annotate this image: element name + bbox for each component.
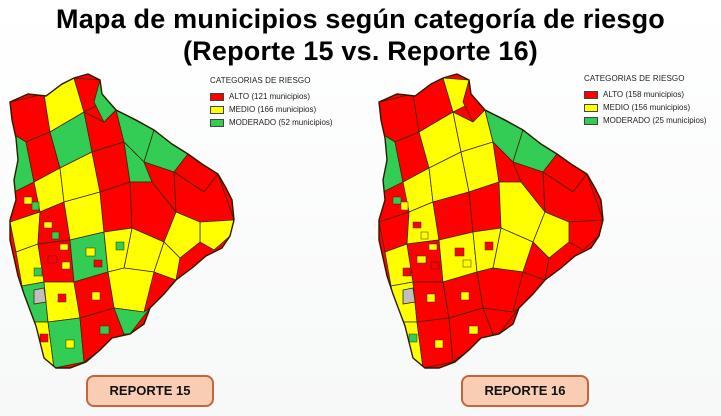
bolivia-risk-map-reporte-16 (378, 73, 604, 369)
reporte-16-label: REPORTE 16 (461, 375, 589, 407)
legend-item-alto: ALTO (121 municipios) (210, 90, 370, 103)
legend-label: ALTO (121 municipios) (229, 92, 311, 101)
swatch-alto (584, 90, 598, 99)
page-title: Mapa de municipios según categoría de ri… (56, 4, 665, 34)
legend-item-alto: ALTO (158 municipios) (584, 88, 721, 101)
swatch-moderado (210, 118, 224, 127)
swatch-moderado (584, 116, 598, 125)
legend-reporte-16: CATEGORIAS DE RIESGO ALTO (158 municipio… (584, 74, 721, 127)
legend-label: MODERADO (52 municipios) (229, 118, 333, 127)
swatch-alto (210, 92, 224, 101)
swatch-medio (210, 105, 224, 114)
page-subtitle: (Reporte 15 vs. Reporte 16) (182, 36, 538, 66)
legend-title: CATEGORIAS DE RIESGO (210, 76, 311, 85)
legend-reporte-15: CATEGORIAS DE RIESGO ALTO (121 municipio… (210, 76, 370, 129)
legend-label: MEDIO (156 municipios) (603, 103, 691, 112)
legend-label: MODERADO (25 municipios) (603, 116, 707, 125)
reporte-15-label: REPORTE 15 (86, 375, 214, 407)
legend-title: CATEGORIAS DE RIESGO (584, 74, 685, 83)
legend-label: MEDIO (166 municipios) (229, 105, 317, 114)
legend-item-moderado: MODERADO (52 municipios) (210, 116, 370, 129)
swatch-medio (584, 103, 598, 112)
legend-item-moderado: MODERADO (25 municipios) (584, 114, 721, 127)
legend-label: ALTO (158 municipios) (603, 90, 685, 99)
bolivia-risk-map-reporte-15 (9, 73, 235, 369)
legend-item-medio: MEDIO (156 municipios) (584, 101, 721, 114)
legend-item-medio: MEDIO (166 municipios) (210, 103, 370, 116)
